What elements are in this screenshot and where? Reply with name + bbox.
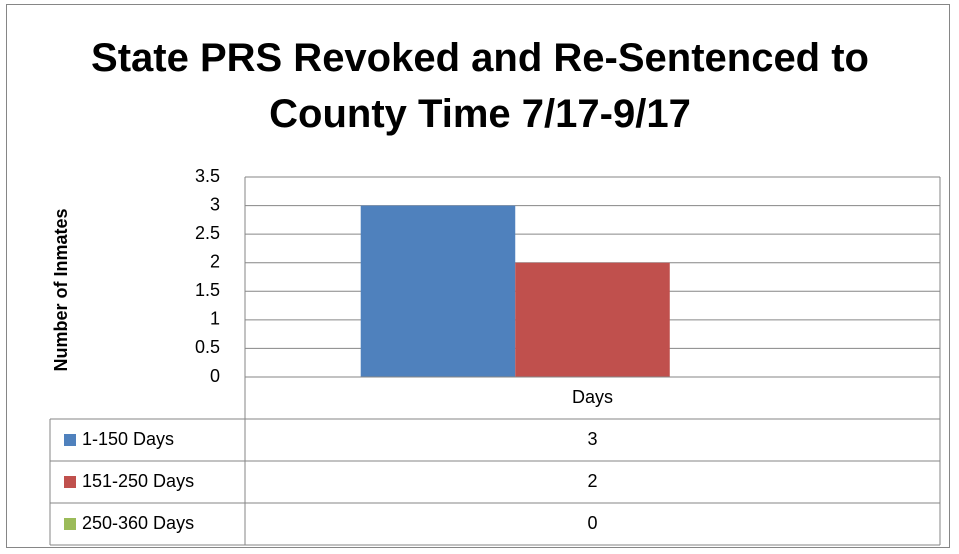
y-tick-label: 3	[210, 194, 220, 214]
y-tick-label: 0	[210, 366, 220, 386]
y-tick-label: 2.5	[195, 223, 220, 243]
table-value: 3	[587, 429, 597, 449]
table-value: 2	[587, 471, 597, 491]
legend-swatch	[64, 518, 76, 530]
legend-swatch	[64, 476, 76, 488]
table-value: 0	[587, 513, 597, 533]
legend-swatch	[64, 434, 76, 446]
y-tick-label: 1.5	[195, 280, 220, 300]
y-tick-label: 3.5	[195, 166, 220, 186]
chart-border	[6, 4, 950, 548]
legend-label: 250-360 Days	[82, 513, 194, 533]
legend-label: 151-250 Days	[82, 471, 194, 491]
y-tick-label: 0.5	[195, 337, 220, 357]
x-tick-label: Days	[572, 387, 613, 407]
bar	[360, 205, 516, 377]
bar	[515, 262, 670, 377]
y-tick-label: 2	[210, 251, 220, 271]
y-tick-label: 1	[210, 309, 220, 329]
y-axis-label: Number of Inmates	[51, 208, 71, 371]
legend-label: 1-150 Days	[82, 429, 174, 449]
chart-title: State PRS Revoked and Re-Sentenced to Co…	[91, 36, 869, 136]
